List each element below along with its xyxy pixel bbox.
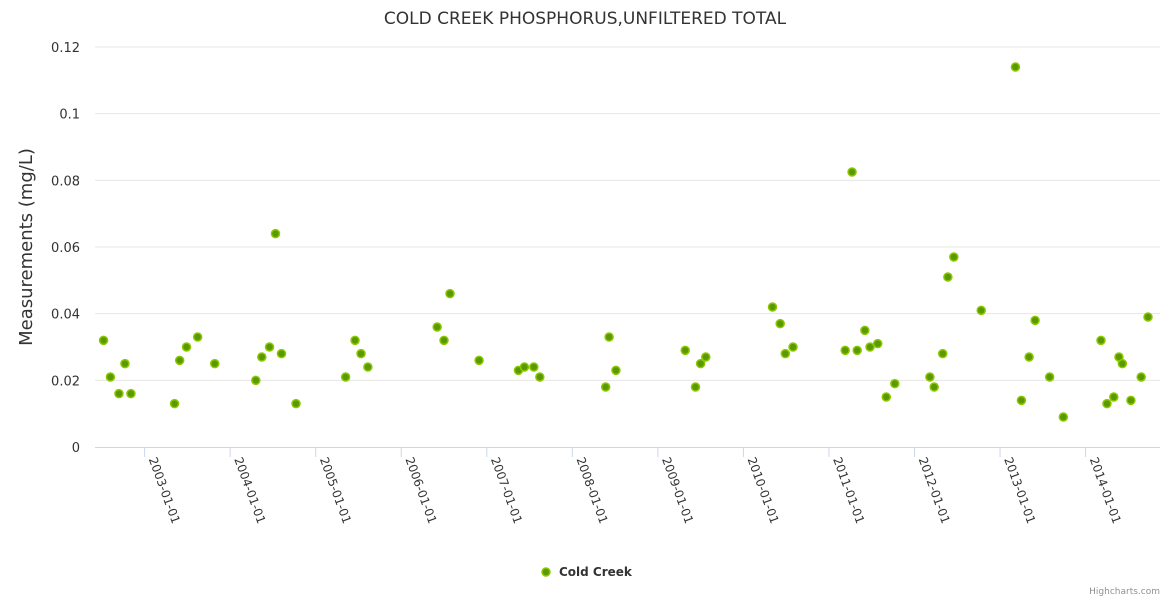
data-point[interactable] bbox=[680, 345, 690, 356]
x-tick-label: 2012-01-01 bbox=[916, 455, 953, 525]
data-point[interactable] bbox=[611, 365, 621, 376]
data-point[interactable] bbox=[1102, 398, 1112, 409]
data-point[interactable] bbox=[340, 372, 351, 382]
data-point[interactable] bbox=[690, 382, 701, 392]
x-tick-label: 2009-01-01 bbox=[659, 455, 696, 525]
credit-link[interactable]: Highcharts.com bbox=[1089, 587, 1160, 597]
data-point[interactable] bbox=[604, 332, 614, 342]
data-point[interactable] bbox=[929, 382, 939, 392]
data-point[interactable] bbox=[432, 322, 442, 332]
data-point[interactable] bbox=[865, 342, 875, 352]
legend-item-cold-creek[interactable]: Cold Creek bbox=[541, 565, 633, 579]
data-point[interactable] bbox=[600, 382, 611, 392]
y-axis-label: Measurements (mg/L) bbox=[16, 148, 37, 346]
data-point[interactable] bbox=[1117, 358, 1128, 369]
data-point[interactable] bbox=[251, 375, 261, 386]
data-point[interactable] bbox=[445, 288, 455, 299]
data-point[interactable] bbox=[264, 342, 275, 352]
data-point[interactable] bbox=[1143, 312, 1153, 322]
data-point[interactable] bbox=[169, 398, 180, 409]
data-point[interactable] bbox=[356, 348, 366, 359]
data-point[interactable] bbox=[529, 362, 539, 372]
x-tick-label: 2013-01-01 bbox=[1001, 455, 1038, 525]
data-point[interactable] bbox=[1024, 352, 1034, 362]
data-point[interactable] bbox=[775, 318, 785, 329]
data-point[interactable] bbox=[98, 335, 109, 346]
x-tick-label: 2006-01-01 bbox=[402, 455, 439, 525]
x-tick-label: 2004-01-01 bbox=[231, 455, 268, 525]
data-point[interactable] bbox=[1126, 395, 1136, 406]
data-point[interactable] bbox=[847, 167, 857, 177]
data-point[interactable] bbox=[363, 362, 373, 372]
data-point[interactable] bbox=[695, 358, 706, 369]
data-point[interactable] bbox=[1016, 395, 1027, 406]
data-point[interactable] bbox=[519, 362, 530, 372]
data-point[interactable] bbox=[439, 335, 449, 346]
data-point[interactable] bbox=[860, 325, 870, 336]
data-point[interactable] bbox=[788, 342, 798, 352]
data-point[interactable] bbox=[350, 335, 360, 346]
data-point[interactable] bbox=[949, 252, 959, 262]
series-cold-creek bbox=[98, 62, 1153, 422]
data-point[interactable] bbox=[872, 338, 883, 349]
data-point[interactable] bbox=[767, 302, 778, 312]
data-point[interactable] bbox=[270, 228, 281, 239]
legend-marker bbox=[541, 567, 551, 577]
data-point[interactable] bbox=[291, 398, 301, 409]
data-point[interactable] bbox=[174, 355, 185, 366]
x-tick-label: 2007-01-01 bbox=[488, 455, 525, 525]
data-point[interactable] bbox=[937, 348, 948, 359]
y-tick-label: 0.08 bbox=[51, 174, 80, 189]
data-point[interactable] bbox=[1030, 315, 1040, 326]
x-axis-ticks: 2003-01-01 2004-01-01 2005-01-01 2006-01-01… bbox=[95, 447, 1160, 526]
data-point[interactable] bbox=[881, 392, 892, 402]
y-tick-label: 0.1 bbox=[59, 108, 80, 123]
x-tick-label: 2003-01-01 bbox=[146, 455, 183, 525]
data-point[interactable] bbox=[1010, 62, 1021, 72]
data-point[interactable] bbox=[192, 332, 203, 342]
x-tick-label: 2010-01-01 bbox=[745, 455, 782, 525]
data-point[interactable] bbox=[852, 345, 862, 356]
data-point[interactable] bbox=[257, 352, 267, 362]
y-tick-label: 0 bbox=[72, 441, 80, 456]
grid-lines bbox=[95, 46, 1160, 381]
y-tick-label: 0.02 bbox=[51, 374, 80, 389]
x-tick-label: 2014-01-01 bbox=[1087, 455, 1124, 525]
data-point[interactable] bbox=[976, 305, 986, 316]
x-tick-label: 2011-01-01 bbox=[830, 455, 867, 525]
data-point[interactable] bbox=[925, 372, 935, 382]
data-point[interactable] bbox=[126, 388, 136, 399]
legend-label: Cold Creek bbox=[559, 565, 633, 579]
data-point[interactable] bbox=[1044, 372, 1055, 382]
y-tick-label: 0.12 bbox=[51, 41, 80, 56]
data-point[interactable] bbox=[1109, 392, 1119, 402]
data-point[interactable] bbox=[210, 358, 220, 369]
data-point[interactable] bbox=[943, 272, 953, 282]
data-point[interactable] bbox=[701, 352, 711, 362]
data-point[interactable] bbox=[276, 348, 287, 359]
data-point[interactable] bbox=[181, 342, 192, 352]
x-tick-label: 2008-01-01 bbox=[574, 455, 611, 525]
data-point[interactable] bbox=[114, 388, 124, 399]
y-axis-ticks: 0 0.02 0.04 0.06 0.08 0.1 0.12 bbox=[51, 41, 80, 456]
y-tick-label: 0.06 bbox=[51, 241, 80, 256]
chart-title: COLD CREEK PHOSPHORUS,UNFILTERED TOTAL bbox=[384, 9, 787, 29]
x-tick-label: 2005-01-01 bbox=[317, 455, 354, 525]
data-point[interactable] bbox=[105, 372, 116, 382]
data-point[interactable] bbox=[474, 355, 484, 366]
data-point[interactable] bbox=[780, 348, 791, 359]
data-point[interactable] bbox=[535, 372, 545, 382]
data-point[interactable] bbox=[1096, 335, 1106, 346]
y-tick-label: 0.04 bbox=[51, 308, 80, 323]
data-point[interactable] bbox=[1058, 412, 1069, 422]
data-point[interactable] bbox=[1136, 372, 1146, 382]
data-point[interactable] bbox=[120, 358, 130, 369]
data-point[interactable] bbox=[890, 378, 900, 389]
data-point[interactable] bbox=[840, 345, 850, 356]
